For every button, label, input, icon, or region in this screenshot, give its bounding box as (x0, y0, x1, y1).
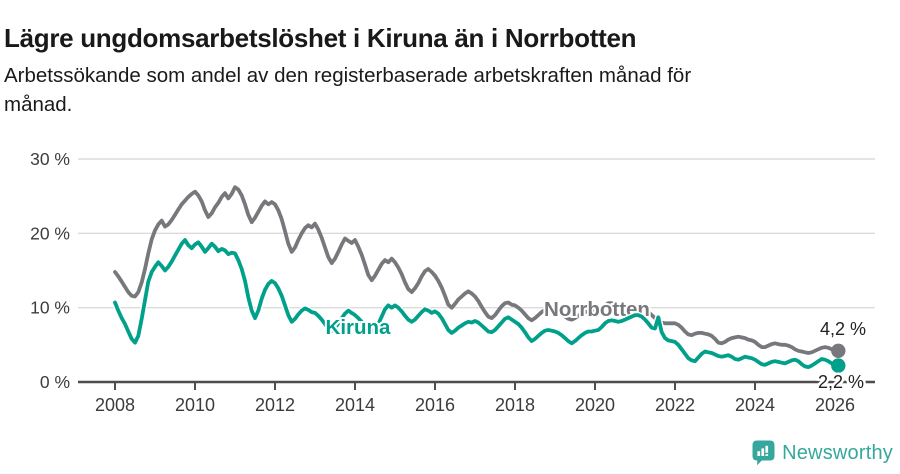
x-tick-label: 2010 (175, 395, 215, 415)
kiruna-end-dot (831, 358, 846, 373)
kiruna-line (113, 238, 841, 370)
kiruna-line-halo (111, 236, 842, 371)
brand-footer: Newsworthy (752, 440, 893, 466)
newsworthy-logo-icon (752, 440, 775, 466)
kiruna-series-label: Kiruna (326, 316, 392, 339)
x-tick-label: 2018 (495, 395, 535, 415)
chart-subtitle-line-2: månad. (4, 92, 73, 116)
x-tick-label: 2020 (575, 395, 615, 415)
norrbotten-end-value-label: 4,2 % (820, 319, 866, 339)
x-tick-label: 2026 (815, 395, 855, 415)
x-tick-label: 2014 (335, 395, 375, 415)
y-tick-label: 0 % (40, 372, 70, 392)
y-tick-label: 20 % (30, 223, 70, 243)
y-tick-label: 30 % (30, 149, 70, 169)
x-tick-label: 2012 (255, 395, 295, 415)
chart-subtitle-line-1: Arbetssökande som andel av den registerb… (4, 64, 692, 87)
brand-name: Newsworthy (782, 441, 893, 464)
x-tick-label: 2008 (95, 395, 135, 415)
y-tick-label: 10 % (30, 298, 70, 318)
x-tick-label: 2024 (735, 395, 775, 415)
logo-exclamation-bar (765, 445, 769, 453)
norrbotten-line (113, 185, 841, 355)
chart-title: Lägre ungdomsarbetslöshet i Kiruna än i … (4, 23, 637, 54)
chart-subtitle: Arbetssökande som andel av den registerb… (4, 62, 691, 119)
logo-exclamation-dot (765, 454, 769, 456)
norrbotten-end-dot (831, 343, 846, 358)
kiruna-end-value-label: 2,2 % (818, 372, 864, 392)
x-tick-label: 2022 (655, 395, 695, 415)
x-tick-label: 2016 (415, 395, 455, 415)
logo-bar-2 (761, 448, 765, 456)
logo-bar-1 (757, 451, 761, 456)
